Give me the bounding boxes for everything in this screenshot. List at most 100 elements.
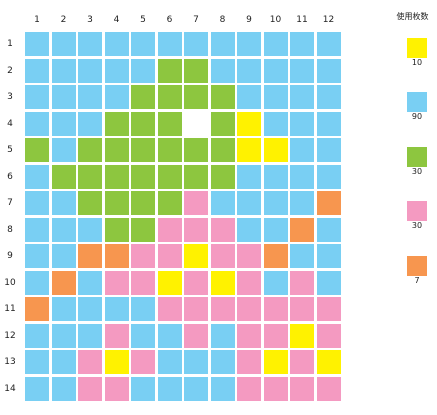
tile	[78, 191, 102, 215]
tile	[237, 270, 261, 295]
tile	[104, 217, 129, 242]
tile	[131, 323, 155, 348]
tile	[263, 323, 288, 348]
row-label: 2	[7, 65, 13, 76]
tile	[51, 58, 76, 83]
tile	[237, 376, 261, 401]
column-label: 12	[322, 15, 335, 25]
tile	[25, 350, 49, 374]
tile	[184, 270, 208, 295]
tile	[210, 270, 235, 295]
tile	[104, 323, 129, 348]
tile	[263, 376, 288, 401]
tile	[131, 376, 155, 401]
tile	[25, 191, 49, 215]
tile	[290, 297, 314, 321]
column-label: 3	[87, 15, 93, 25]
tile	[316, 270, 341, 295]
tile	[51, 350, 76, 374]
row-label: 13	[4, 357, 16, 367]
tile	[51, 297, 76, 321]
legend-count: 30	[411, 167, 423, 176]
tile	[25, 138, 49, 162]
column-label: 6	[166, 15, 173, 25]
tile	[210, 111, 235, 136]
tile	[51, 138, 76, 162]
tile	[210, 85, 235, 109]
column-label: 11	[296, 15, 308, 25]
tile	[290, 350, 314, 374]
row-label: 11	[4, 304, 16, 314]
tile	[78, 138, 102, 162]
legend-count: 90	[411, 112, 423, 121]
tile	[290, 164, 314, 189]
tile	[51, 270, 76, 295]
tile	[78, 270, 102, 295]
tile	[290, 217, 314, 242]
tile	[104, 376, 129, 401]
tile	[25, 244, 49, 268]
row-label: 4	[7, 118, 13, 129]
tile	[104, 85, 129, 109]
tile	[184, 244, 208, 268]
legend-swatch	[407, 147, 427, 167]
legend-swatch	[407, 201, 427, 221]
column-label: 1	[34, 15, 40, 25]
tile	[290, 191, 314, 215]
tile	[316, 297, 341, 321]
tile	[51, 85, 76, 109]
tile	[290, 111, 314, 136]
tile	[25, 376, 49, 401]
tile	[290, 270, 314, 295]
tile	[316, 138, 341, 162]
tile	[263, 244, 288, 268]
tile	[25, 164, 49, 189]
tile	[184, 32, 208, 56]
tile	[290, 323, 314, 348]
tile	[131, 191, 155, 215]
row-label: 12	[4, 330, 16, 341]
tile	[131, 58, 155, 83]
column-label: 4	[113, 15, 120, 25]
tile	[316, 244, 341, 268]
tile	[157, 191, 182, 215]
tile	[237, 164, 261, 189]
tile	[316, 350, 341, 374]
tile	[104, 164, 129, 189]
tile	[131, 138, 155, 162]
tile	[131, 32, 155, 56]
row-label: 14	[4, 383, 16, 394]
tile	[237, 244, 261, 268]
tile	[104, 58, 129, 83]
tile	[25, 297, 49, 321]
column-label: 9	[246, 15, 252, 25]
tile	[25, 58, 49, 83]
tile	[104, 350, 129, 374]
tile	[184, 164, 208, 189]
row-label: 9	[7, 251, 13, 261]
tile	[51, 323, 76, 348]
column-label: 2	[60, 15, 67, 25]
tile	[210, 58, 235, 83]
tile	[104, 244, 129, 268]
tile	[157, 350, 182, 374]
tile	[263, 111, 288, 136]
tile	[237, 32, 261, 56]
tile	[184, 111, 208, 136]
row-label: 5	[7, 145, 13, 155]
tile	[290, 376, 314, 401]
tile	[78, 164, 102, 189]
tile	[51, 376, 76, 401]
tile	[25, 217, 49, 242]
tile	[184, 350, 208, 374]
tile	[184, 376, 208, 401]
tile	[25, 111, 49, 136]
tile	[131, 217, 155, 242]
tile	[78, 350, 102, 374]
tile	[78, 376, 102, 401]
tile	[104, 32, 129, 56]
tile	[131, 85, 155, 109]
tile	[184, 217, 208, 242]
tile	[51, 244, 76, 268]
tile	[131, 111, 155, 136]
